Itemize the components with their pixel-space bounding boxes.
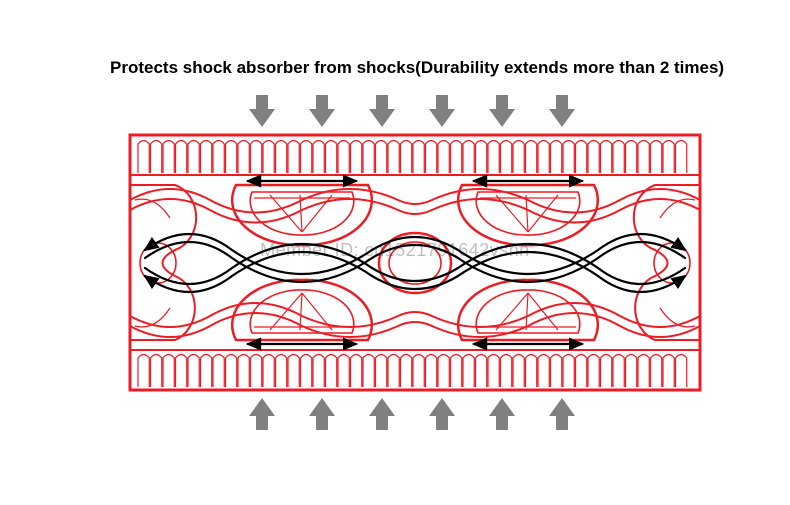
force-arrow-icon bbox=[489, 398, 515, 430]
force-arrow-icon bbox=[549, 95, 575, 127]
force-arrow-icon bbox=[549, 398, 575, 430]
force-arrow-icon bbox=[249, 398, 275, 430]
force-arrow-icon bbox=[489, 95, 515, 127]
shock-absorber-diagram bbox=[0, 0, 790, 505]
force-arrow-icon bbox=[309, 95, 335, 127]
force-arrow-icon bbox=[369, 95, 395, 127]
force-arrow-icon bbox=[249, 95, 275, 127]
force-arrow-icon bbox=[429, 398, 455, 430]
force-arrow-icon bbox=[369, 398, 395, 430]
force-arrow-icon bbox=[429, 95, 455, 127]
force-arrow-icon bbox=[309, 398, 335, 430]
